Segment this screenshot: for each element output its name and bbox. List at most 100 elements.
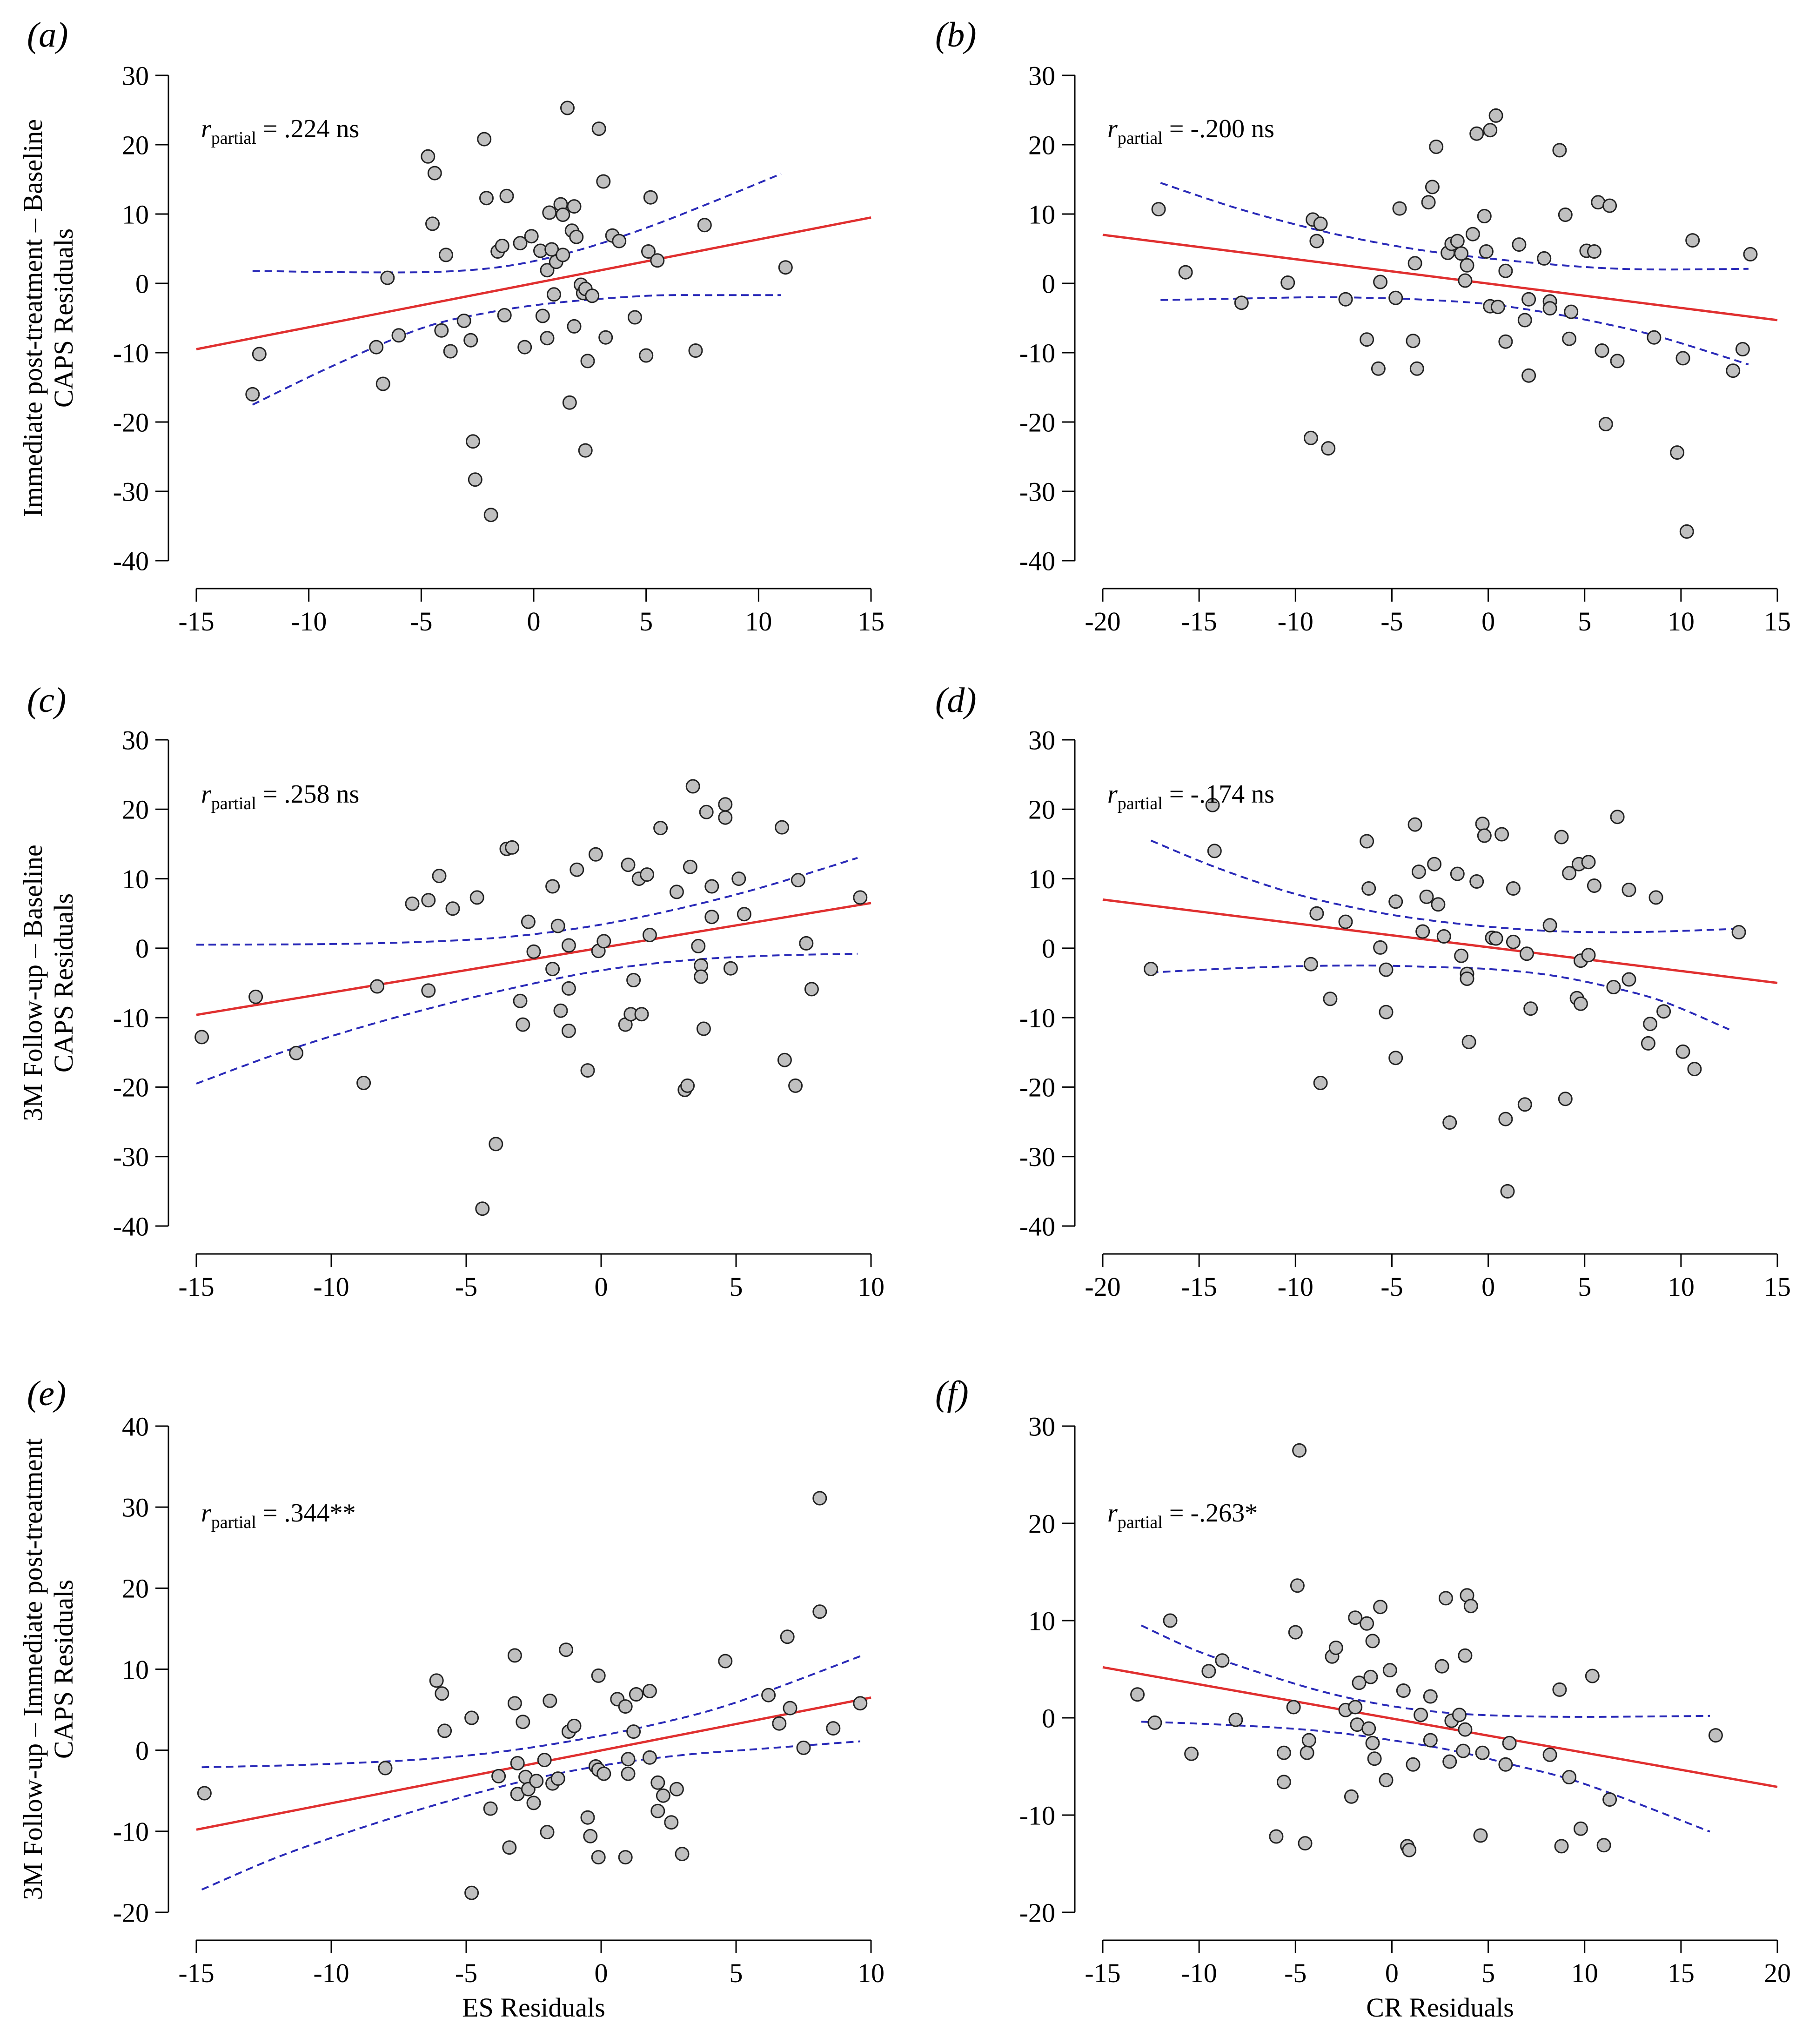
data-point	[1442, 1115, 1457, 1130]
data-point	[1423, 1689, 1438, 1704]
data-point	[1708, 1728, 1723, 1743]
data-point	[1425, 180, 1440, 194]
data-point	[1498, 334, 1513, 349]
data-point	[1392, 201, 1407, 216]
y-tick-label: 0	[135, 268, 149, 299]
data-point	[1687, 1062, 1702, 1077]
data-point	[435, 1686, 449, 1701]
data-point	[578, 443, 593, 458]
y-tick-label: 20	[122, 130, 149, 160]
r-partial-annotation: rpartial = -.200 ns	[1107, 114, 1274, 148]
data-point	[378, 1761, 393, 1776]
r-subscript: partial	[1118, 794, 1163, 813]
data-point	[537, 1753, 552, 1768]
y-axis-title-line: CAPS Residuals	[48, 228, 79, 408]
data-point	[547, 287, 561, 302]
y-tick-label: -20	[1019, 1072, 1055, 1103]
data-point	[1379, 1773, 1394, 1788]
data-point	[1269, 1829, 1284, 1844]
data-point	[517, 340, 532, 355]
data-point	[1463, 1599, 1478, 1614]
data-point	[1477, 209, 1492, 223]
data-point	[1454, 246, 1469, 261]
data-point	[699, 804, 714, 819]
data-point	[761, 1688, 776, 1702]
data-point	[556, 208, 570, 222]
data-point	[1276, 1745, 1291, 1760]
data-point	[796, 1740, 811, 1755]
data-point	[585, 288, 600, 303]
y-tick-label: 20	[1028, 130, 1055, 160]
data-point	[1479, 244, 1494, 259]
data-point	[1743, 247, 1758, 261]
x-tick-label: -5	[1284, 1958, 1307, 1988]
data-point	[775, 820, 790, 835]
x-tick-label: -5	[1380, 1272, 1403, 1302]
r-symbol: r	[1107, 1499, 1118, 1528]
data-point	[1643, 1017, 1658, 1032]
data-point	[642, 1684, 657, 1698]
data-point	[545, 879, 560, 894]
data-point	[513, 236, 528, 251]
data-point	[1409, 361, 1424, 376]
data-point	[1207, 844, 1222, 858]
data-point	[567, 1718, 582, 1733]
data-point	[1373, 275, 1388, 289]
data-point	[421, 149, 436, 164]
data-point	[1542, 301, 1557, 316]
data-point	[1517, 1097, 1532, 1112]
r-partial-annotation: rpartial = -.174 ns	[1107, 780, 1274, 813]
data-point	[1456, 1743, 1471, 1758]
plot-area	[1102, 108, 1778, 539]
r-partial-annotation: rpartial = .344**	[201, 1499, 355, 1532]
data-point	[570, 862, 584, 877]
data-point	[561, 981, 576, 996]
r-symbol: r	[1107, 114, 1118, 143]
y-tick-label: 0	[1042, 1703, 1055, 1733]
data-point	[1360, 1616, 1374, 1631]
data-point	[1450, 234, 1465, 248]
data-point	[483, 1801, 498, 1816]
data-point	[639, 348, 654, 363]
x-tick-label: 15	[858, 606, 885, 637]
data-point	[618, 1699, 633, 1714]
data-point	[1490, 300, 1505, 315]
x-tick-label: 0	[1385, 1958, 1399, 1988]
data-point	[1512, 237, 1527, 252]
data-point	[621, 858, 636, 872]
y-tick-label: 0	[135, 1736, 149, 1766]
data-point	[1402, 1843, 1417, 1857]
data-point	[621, 1752, 636, 1767]
chart-panel-e: (e) -20 -10 0 10 20 30 40 -15 -10 -5 0 5 10 ES Residua…	[18, 1374, 885, 2023]
data-point	[445, 901, 460, 916]
y-tick-label: -20	[113, 1897, 149, 1928]
data-point	[1280, 275, 1295, 290]
data-point	[526, 944, 541, 959]
data-point	[853, 890, 868, 905]
data-point	[1419, 889, 1434, 904]
r-value: = -.174 ns	[1163, 780, 1274, 809]
data-point	[543, 1693, 557, 1708]
data-point	[628, 310, 642, 325]
x-tick-label: 5	[730, 1958, 743, 1988]
y-tick-label: 10	[1028, 864, 1055, 894]
data-point	[1406, 334, 1421, 348]
data-point	[1290, 1578, 1305, 1593]
x-tick-label: -5	[455, 1958, 477, 1988]
panel-label: (d)	[935, 681, 977, 720]
data-point	[1292, 1443, 1307, 1458]
data-point	[1581, 855, 1596, 870]
y-tick-label: -20	[113, 1072, 149, 1103]
x-tick-label: -5	[455, 1272, 477, 1302]
data-point	[507, 1648, 522, 1663]
data-point	[1458, 1648, 1473, 1663]
y-tick-label: -40	[1019, 546, 1055, 576]
data-point	[788, 1078, 803, 1093]
data-point	[704, 879, 719, 894]
regression-line	[1102, 234, 1778, 322]
data-point	[1338, 914, 1353, 929]
data-point	[1598, 417, 1613, 431]
data-point	[495, 239, 509, 253]
data-point	[591, 1850, 606, 1865]
data-point	[550, 1771, 565, 1786]
